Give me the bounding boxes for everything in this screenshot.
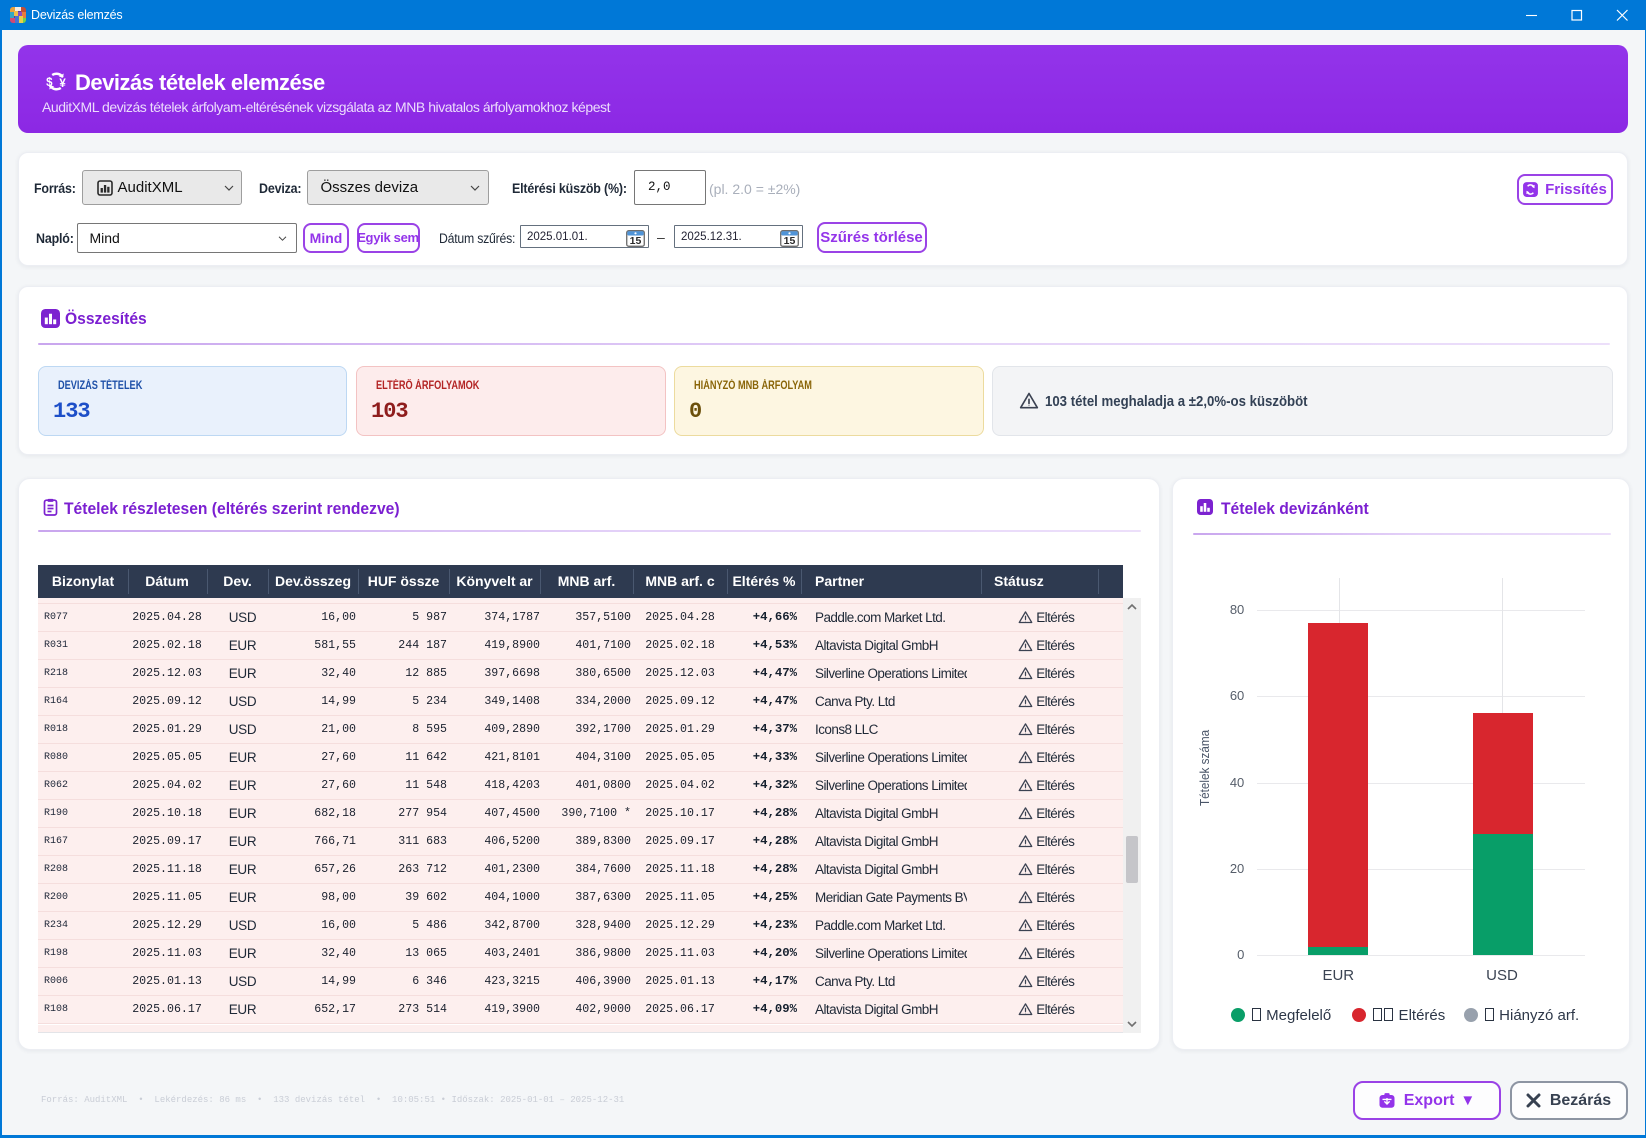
svg-text:¥: ¥: [59, 78, 66, 90]
svg-text:$: $: [46, 77, 53, 89]
svg-text:15: 15: [784, 235, 796, 247]
svg-text:15: 15: [630, 235, 642, 247]
